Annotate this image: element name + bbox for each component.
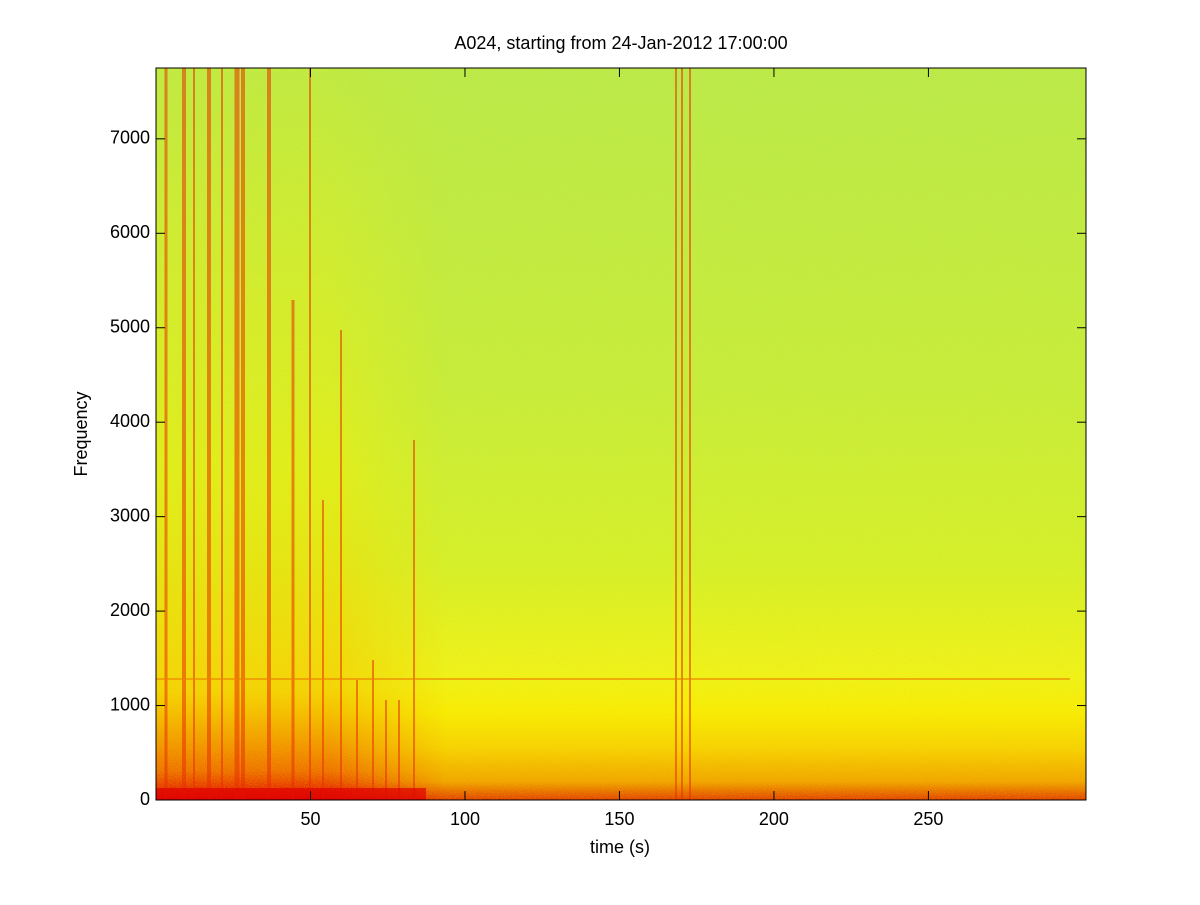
y-tick-label: 5000: [110, 316, 150, 336]
x-tick-label: 50: [300, 809, 320, 829]
y-axis-label: Frequency: [71, 391, 91, 476]
y-tick-label: 1000: [110, 694, 150, 714]
y-tick-label: 3000: [110, 505, 150, 525]
x-axis-label: time (s): [590, 837, 650, 857]
y-tick-label: 7000: [110, 128, 150, 148]
spectrogram-image: [156, 68, 1086, 800]
x-tick-label: 100: [450, 809, 480, 829]
y-tick-label: 0: [140, 789, 150, 809]
x-tick-label: 250: [913, 809, 943, 829]
y-tick-label: 4000: [110, 411, 150, 431]
y-tick-label: 6000: [110, 222, 150, 242]
chart-title: A024, starting from 24-Jan-2012 17:00:00: [454, 33, 787, 53]
x-tick-label: 200: [759, 809, 789, 829]
x-tick-label: 150: [604, 809, 634, 829]
plot-frame: [155, 67, 1087, 801]
y-tick-label: 2000: [110, 600, 150, 620]
